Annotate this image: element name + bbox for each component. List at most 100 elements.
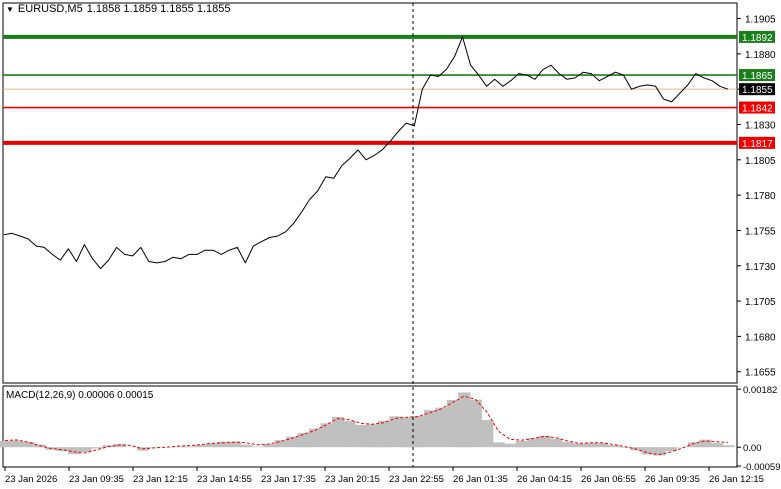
price-tick-label: 1.1805	[745, 156, 776, 167]
ohlc-values: 1.1858 1.1859 1.1855 1.1855	[86, 3, 231, 15]
macd-bar	[240, 444, 253, 448]
macd-bar	[596, 443, 609, 448]
macd-bar	[309, 428, 322, 448]
macd-bar	[710, 443, 723, 448]
time-tick-label: 23 Jan 17:35	[261, 474, 316, 485]
level-tag-label: 1.1892	[742, 33, 773, 44]
macd-bar	[205, 443, 218, 448]
macd-bar	[297, 432, 310, 448]
macd-bar	[228, 441, 241, 448]
macd-bar	[538, 435, 551, 448]
time-tick-label: 26 Jan 06:55	[581, 474, 636, 485]
price-tick-label: 1.1680	[745, 332, 776, 343]
macd-bar	[664, 447, 677, 451]
macd-bar	[286, 436, 299, 448]
macd-axis-label: -0.00059	[743, 462, 781, 473]
macd-bar	[171, 446, 184, 448]
macd-axis-label: 0.00182	[743, 385, 777, 396]
macd-bar	[504, 443, 517, 448]
macd-bar	[607, 445, 620, 448]
macd-bar	[423, 410, 436, 448]
macd-bar	[515, 440, 528, 448]
macd-bar	[722, 445, 735, 448]
time-tick-label: 26 Jan 09:35	[645, 474, 700, 485]
time-tick-label: 26 Jan 01:35	[453, 474, 508, 485]
macd-bar	[217, 441, 230, 448]
time-tick-label: 26 Jan 04:15	[517, 474, 572, 485]
macd-bar	[182, 446, 195, 448]
macd-axis: 0.00182 0.00 -0.00059	[737, 385, 781, 473]
macd-bar	[0, 440, 12, 448]
macd-histogram	[0, 392, 735, 456]
level-tag-box	[739, 30, 775, 43]
macd-indicator-label: MACD(12,26,9) 0.00006 0.00015	[6, 390, 154, 401]
level-tag-label: 1.1842	[742, 104, 773, 115]
time-tick-label: 23 Jan 2026	[5, 474, 57, 485]
macd-bar	[561, 442, 574, 448]
macd-bar	[366, 424, 379, 448]
macd-bar	[274, 440, 287, 448]
symbol-header: ▼ EURUSD,M5 1.1858 1.1859 1.1855 1.1855	[6, 3, 230, 15]
level-tag-box	[739, 83, 775, 96]
macd-bar	[194, 445, 207, 448]
level-tag-box	[739, 136, 775, 149]
macd-bar	[446, 400, 459, 448]
price-tick-label: 1.1905	[745, 15, 776, 26]
macd-bar	[687, 442, 700, 448]
macd-bar	[492, 442, 505, 448]
price-level-tags: 1.1892 1.1865 1.1855 1.1842 1.1817	[739, 30, 775, 150]
price-line	[3, 36, 729, 270]
macd-bar	[320, 423, 333, 448]
symbol-label: EURUSD,M5	[17, 3, 83, 15]
macd-bar	[527, 438, 540, 448]
level-tag-box	[739, 69, 775, 82]
collapse-triangle-icon[interactable]: ▼	[6, 4, 14, 14]
macd-bar	[641, 447, 654, 455]
macd-bar	[481, 420, 494, 448]
price-axis: 1.1905 1.1880 1.1855 1.1830 1.1805 1.1780 1.17…	[737, 15, 776, 379]
macd-bar	[114, 444, 127, 448]
price-tick-label: 1.1755	[745, 226, 776, 237]
macd-bar	[550, 438, 563, 448]
macd-bar	[68, 447, 81, 455]
macd-bar	[400, 417, 413, 448]
macd-bar	[251, 446, 264, 448]
macd-signal	[4, 395, 729, 456]
macd-bar	[435, 407, 448, 448]
macd-bar	[263, 444, 276, 448]
macd-bar	[22, 441, 35, 448]
macd-bar	[389, 416, 402, 448]
time-tick-label: 23 Jan 09:35	[69, 474, 124, 485]
macd-bar	[79, 447, 92, 452]
time-tick-label: 23 Jan 12:15	[133, 474, 188, 485]
price-tick-label: 1.1830	[745, 120, 776, 131]
macd-signal-line	[4, 395, 729, 456]
price-tick-label: 1.1655	[745, 368, 776, 379]
macd-bar	[412, 416, 425, 448]
macd-bar	[343, 421, 356, 448]
macd-bar	[573, 443, 586, 448]
price-levels	[3, 34, 737, 145]
level-tag-label: 1.1855	[742, 85, 773, 96]
macd-bar	[699, 439, 712, 448]
price-plot-frame	[2, 2, 738, 384]
macd-bar	[619, 447, 632, 448]
macd-bar	[458, 392, 471, 448]
level-tag-label: 1.1817	[742, 139, 773, 150]
level-tag-label: 1.1865	[742, 71, 773, 82]
time-tick-label: 23 Jan 22:55	[389, 474, 444, 485]
macd-bar	[332, 416, 345, 448]
price-series	[3, 36, 729, 270]
macd-bar	[653, 447, 666, 456]
macd-bar	[91, 447, 104, 449]
time-tick-label: 23 Jan 20:15	[325, 474, 380, 485]
macd-bar	[469, 399, 482, 448]
time-tick-label: 26 Jan 12:15	[709, 474, 764, 485]
macd-bar	[10, 440, 23, 448]
time-axis: 23 Jan 2026 23 Jan 09:35 23 Jan 12:15 23 Ja…	[4, 467, 764, 485]
macd-bar	[584, 442, 597, 448]
macd-bar	[56, 447, 69, 451]
price-tick-label: 1.1780	[745, 191, 776, 202]
macd-axis-label: 0.00	[743, 443, 762, 454]
